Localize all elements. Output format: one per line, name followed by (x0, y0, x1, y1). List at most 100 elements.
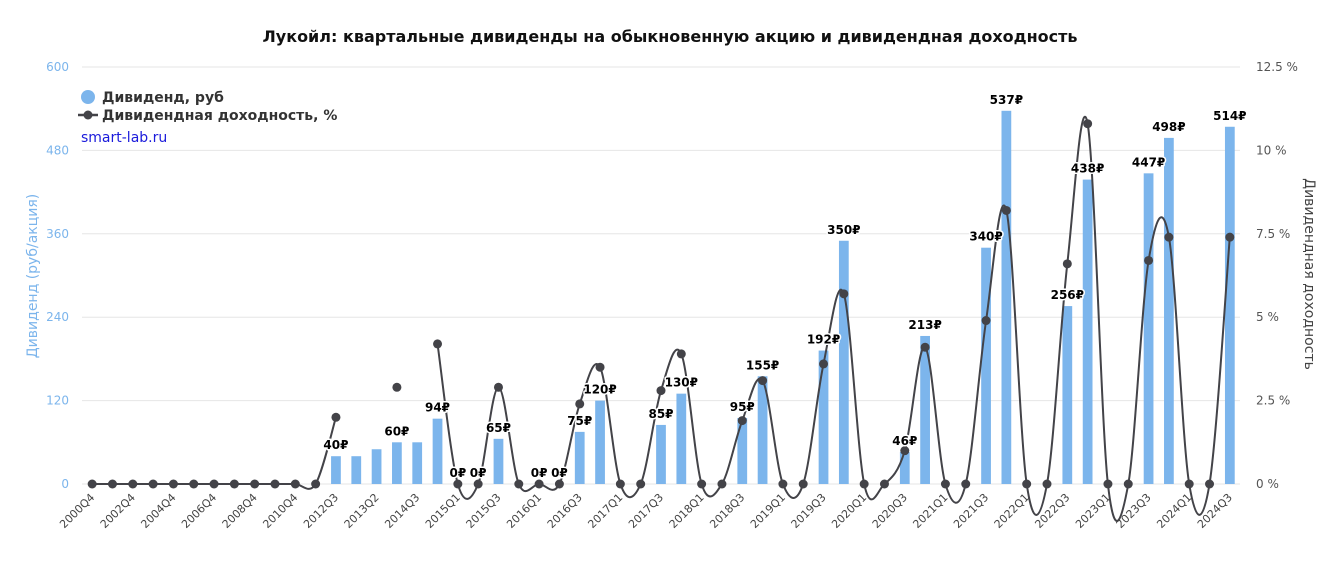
bar[interactable] (838, 240, 849, 484)
yield-point[interactable] (311, 479, 321, 489)
bar[interactable] (1062, 306, 1073, 484)
bar-data-label: 213₽ (908, 318, 941, 332)
yield-point[interactable] (737, 416, 747, 426)
credit-link[interactable]: smart-lab.ru (81, 130, 167, 146)
bar[interactable] (1164, 137, 1174, 484)
yield-point[interactable] (1225, 232, 1235, 242)
yield-point[interactable] (1001, 205, 1011, 215)
x-tick-label: 2020Q1 (829, 491, 869, 531)
yield-point[interactable] (554, 479, 564, 489)
bar[interactable] (757, 376, 768, 484)
yield-point[interactable] (1205, 479, 1215, 489)
yield-point[interactable] (250, 479, 260, 489)
yield-point[interactable] (981, 316, 991, 326)
bar-data-label: 498₽ (1152, 120, 1185, 134)
yield-point[interactable] (575, 399, 585, 409)
legend-bar-swatch (81, 90, 95, 104)
yield-point[interactable] (1144, 255, 1154, 265)
yield-point[interactable] (209, 479, 219, 489)
yield-point[interactable] (1164, 232, 1174, 242)
bar-data-label: 85₽ (648, 407, 673, 421)
yield-point[interactable] (1103, 479, 1113, 489)
yield-point[interactable] (229, 479, 239, 489)
bar[interactable] (676, 393, 687, 484)
yield-point[interactable] (87, 479, 97, 489)
y-left-tick-label: 480 (46, 143, 69, 157)
bar[interactable] (595, 400, 605, 484)
x-tick-label: 2024Q1 (1154, 491, 1194, 531)
bar[interactable] (412, 442, 423, 484)
yield-point[interactable] (595, 362, 605, 372)
yield-point[interactable] (392, 382, 402, 392)
x-tick-label: 2014Q3 (382, 491, 422, 531)
yield-point[interactable] (290, 479, 300, 489)
bar[interactable] (432, 418, 443, 484)
yield-point[interactable] (331, 412, 341, 422)
yield-point[interactable] (1042, 479, 1052, 489)
yield-point[interactable] (961, 479, 971, 489)
yield-point[interactable] (819, 359, 829, 369)
bar[interactable] (1224, 126, 1235, 485)
yield-point[interactable] (1062, 259, 1072, 269)
yield-point[interactable] (615, 479, 625, 489)
yield-point[interactable] (798, 479, 808, 489)
bar-data-label: 155₽ (746, 358, 779, 372)
yield-point[interactable] (107, 479, 117, 489)
yield-point[interactable] (758, 376, 768, 386)
yield-point[interactable] (433, 339, 443, 349)
bar[interactable] (574, 431, 585, 484)
legend-item-yield[interactable]: Дивидендная доходность, % (78, 108, 337, 124)
bar[interactable] (818, 350, 829, 484)
bar-data-label: 75₽ (567, 414, 592, 428)
yield-point[interactable] (940, 479, 950, 489)
bar-data-label: 350₽ (827, 223, 860, 237)
data-labels: 40₽60₽94₽0₽ 0₽65₽0₽ 0₽75₽120₽85₽130₽95₽155… (322, 91, 1248, 481)
bar[interactable] (981, 247, 991, 484)
bar[interactable] (737, 417, 748, 484)
yield-point[interactable] (676, 349, 686, 359)
legend-label-dividend: Дивиденд, руб (102, 90, 224, 106)
y-right-tick-label: 12.5 % (1256, 60, 1298, 74)
yield-point[interactable] (656, 386, 666, 396)
yield-point[interactable] (473, 479, 483, 489)
bar[interactable] (1082, 179, 1093, 484)
yield-point[interactable] (1022, 479, 1032, 489)
legend-item-dividend[interactable]: Дивиденд, руб (81, 90, 224, 106)
yield-point[interactable] (128, 479, 138, 489)
yield-point[interactable] (1184, 479, 1194, 489)
bar[interactable] (392, 442, 402, 484)
yield-point[interactable] (697, 479, 707, 489)
bar[interactable] (1001, 110, 1012, 484)
bar[interactable] (331, 456, 341, 484)
yield-point[interactable] (636, 479, 646, 489)
yield-point[interactable] (1123, 479, 1133, 489)
bar[interactable] (920, 335, 930, 484)
yield-point[interactable] (189, 479, 199, 489)
yield-point[interactable] (453, 479, 463, 489)
bar[interactable] (1143, 173, 1154, 484)
yield-point[interactable] (839, 289, 849, 299)
yield-point[interactable] (1083, 119, 1093, 129)
x-tick-label: 2023Q1 (1073, 491, 1113, 531)
bar[interactable] (351, 456, 362, 484)
yield-point[interactable] (270, 479, 280, 489)
bar[interactable] (371, 449, 382, 484)
bar[interactable] (899, 452, 910, 484)
bar[interactable] (656, 424, 666, 484)
yield-point[interactable] (859, 479, 869, 489)
yield-point[interactable] (778, 479, 788, 489)
yield-point[interactable] (920, 342, 930, 352)
yield-point[interactable] (493, 382, 503, 392)
x-tick-label: 2024Q3 (1195, 491, 1235, 531)
yield-point[interactable] (879, 479, 889, 489)
yield-point[interactable] (534, 479, 544, 489)
legend: Дивиденд, руб Дивидендная доходность, % (78, 90, 337, 124)
yield-point[interactable] (168, 479, 178, 489)
yield-point[interactable] (148, 479, 158, 489)
yield-point[interactable] (717, 479, 727, 489)
bar[interactable] (493, 438, 504, 484)
y-right-tick-label: 5 % (1256, 310, 1279, 324)
yield-point[interactable] (514, 479, 524, 489)
x-tick-label: 2006Q4 (179, 491, 219, 531)
yield-point[interactable] (900, 446, 910, 456)
